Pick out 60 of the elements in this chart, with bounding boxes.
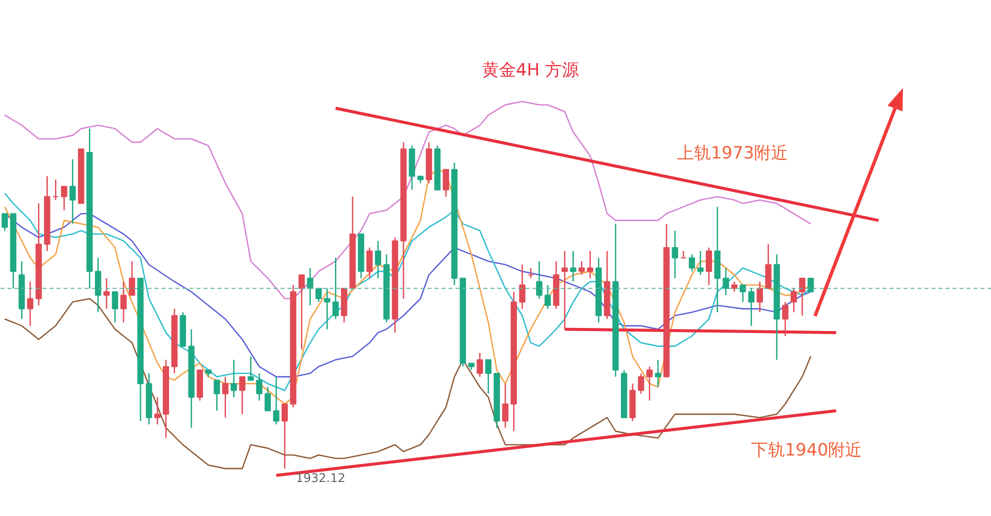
candlestick: [756, 280, 763, 313]
candlestick: [374, 240, 382, 279]
candlestick: [748, 288, 754, 326]
candlestick: [61, 186, 68, 211]
candlestick: [214, 380, 220, 412]
candlestick: [697, 250, 704, 276]
candlestick: [740, 284, 746, 303]
candlestick: [722, 267, 730, 296]
candlestick: [112, 291, 118, 324]
candlestick: [706, 246, 712, 286]
candlestick: [799, 278, 806, 316]
candlestick: [688, 254, 696, 272]
candlestick: [765, 244, 772, 290]
candlestick: [222, 376, 228, 418]
candlestick: [248, 356, 254, 381]
candlestick: [587, 250, 594, 279]
candlestick: [128, 260, 136, 296]
candlestick: [731, 280, 738, 292]
candlestick: [646, 366, 653, 402]
candlestick: [366, 246, 373, 279]
candlestick: [476, 352, 483, 378]
candlestick: [485, 359, 492, 394]
annotation: 上轨1973附近: [676, 144, 788, 164]
candlestick: [316, 288, 322, 303]
candlestick: [562, 250, 568, 330]
candlestick: [808, 278, 814, 292]
annotation: 1932.12: [296, 471, 346, 486]
chart-title: 黄金4H 方源: [482, 60, 580, 80]
candlestick: [324, 288, 330, 330]
candlestick: [273, 376, 280, 426]
candlestick: [570, 250, 576, 282]
candlestick: [536, 260, 542, 300]
candlestick: [2, 212, 8, 232]
candlestick: [654, 359, 662, 388]
candlestick: [264, 386, 271, 412]
candlestick: [256, 372, 262, 402]
candlestick: [519, 264, 526, 310]
candlestick: [103, 278, 110, 310]
candlestick: [282, 403, 288, 470]
candlestick: [790, 288, 797, 313]
candlestick: [27, 280, 34, 326]
candlestick: [502, 382, 508, 428]
candlestick: [672, 230, 678, 279]
candlestick: [638, 372, 644, 394]
candlestick: [69, 158, 76, 224]
candlestick: [154, 396, 161, 426]
candlestick: [52, 178, 59, 201]
candlestick: [94, 257, 102, 313]
annotation: 下轨1940附近: [750, 440, 862, 460]
candlestick: [332, 257, 339, 320]
candlestick: [120, 280, 127, 324]
candlestick: [578, 260, 585, 276]
candlestick: [782, 301, 788, 337]
candlestick: [544, 284, 551, 310]
candlestick: [230, 359, 237, 398]
candlestick: [307, 267, 314, 306]
candlestick: [239, 376, 246, 415]
candlestick: [528, 267, 534, 279]
candlestick: [298, 274, 305, 350]
candlestick: [442, 168, 450, 198]
